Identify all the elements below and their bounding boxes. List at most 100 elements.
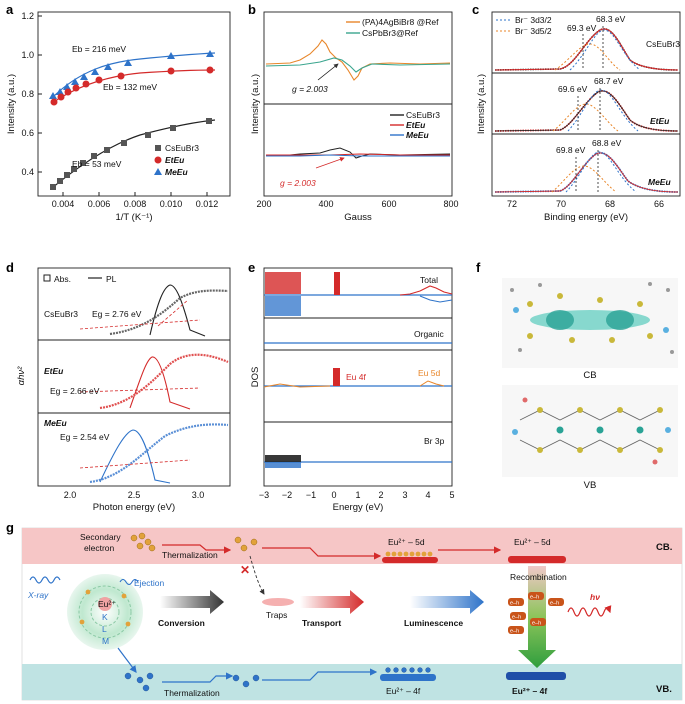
panel-d-xlabel: Photon energy (eV): [93, 502, 175, 513]
g-hv: hν: [590, 592, 600, 602]
panel-a-yticks: 0.4 0.6 0.8 1.0 1.2: [21, 11, 42, 177]
g-atom-m: M: [102, 636, 109, 646]
panel-a: a Intensity (a.u.) 1/T (K⁻¹) 0.4 0.6 0.8…: [6, 2, 231, 223]
c-name-3: MeEu: [648, 177, 671, 187]
g-eu4f-left: Eu²⁺ – 4f: [386, 686, 421, 696]
abs-meeu: [89, 423, 229, 484]
panel-letter-a: a: [6, 2, 14, 17]
c-peak-3a: 69.8 eV: [556, 145, 586, 155]
b-legend-bottom-1: EtEu: [406, 120, 426, 130]
d-xtick-2: 3.0: [192, 490, 205, 500]
epr-cspbbr3: [265, 57, 451, 73]
g-recombination: Recombination: [510, 572, 567, 582]
g-vb-label: VB.: [656, 684, 672, 695]
epr-eteu: [266, 153, 450, 156]
panel-e-frame: [263, 267, 453, 487]
c-legend-0: Br⁻ 3d3/2: [515, 15, 552, 25]
panel-b-xlabel: Gauss: [344, 212, 372, 223]
panel-b: b Intensity (a.u.) Gauss 200 400 600 800…: [248, 2, 459, 223]
b-legend-top-1: CsPbBr3@Ref: [362, 28, 419, 38]
cb-band: [22, 528, 682, 564]
c-xtick-3: 66: [654, 199, 664, 209]
xps-cseubr3-fit: [494, 28, 679, 71]
g-atom-eu: Eu²⁺: [98, 599, 116, 609]
g-eu5d-left: Eu²⁺ – 5d: [388, 537, 425, 547]
g-cross-icon: ✕: [240, 563, 250, 577]
a-xtick-1: 0.006: [88, 199, 111, 209]
panel-d-ylabel: αhν²: [16, 366, 27, 385]
a-xtick-0: 0.004: [52, 199, 75, 209]
e-xtick-6: 3: [402, 490, 407, 500]
panel-d-xticks: 2.0 2.5 3.0: [64, 490, 205, 500]
panel-a-xticks: 0.004 0.006 0.008 0.010 0.012: [52, 192, 219, 209]
panel-c-frame: [491, 11, 681, 197]
g-conversion: Conversion: [158, 618, 205, 628]
svg-text:e–h: e–h: [510, 629, 519, 635]
g-value-bottom: g = 2.003: [280, 178, 316, 188]
d-eg-1: Eg = 2.76 eV: [92, 309, 142, 319]
panel-b-xticks: 200 400 600 800: [256, 199, 458, 209]
c-peak-3b: 68.8 eV: [592, 138, 622, 148]
e-xtick-3: 0: [331, 490, 336, 500]
b-legend-top-0: (PA)4AgBiBr8 @Ref: [362, 17, 439, 27]
panel-letter-d: d: [6, 260, 14, 275]
b-xtick-3: 800: [443, 199, 458, 209]
eb-eteu: Eb = 132 meV: [103, 82, 157, 92]
e-label-br3p: Br 3p: [424, 436, 445, 446]
panel-c-xlabel: Binding energy (eV): [544, 212, 628, 223]
e-xtick-4: 1: [355, 490, 360, 500]
c-legend-1: Br⁻ 3d5/2: [515, 26, 552, 36]
d-xtick-1: 2.5: [128, 490, 141, 500]
panel-b-ylabel: Intensity (a.u.): [250, 74, 261, 134]
f-label-cb: CB: [583, 370, 596, 381]
b-legend-bottom: CsEuBr3 EtEu MeEu: [390, 110, 440, 140]
a-xtick-4: 0.012: [196, 199, 219, 209]
panel-e-xlabel: Energy (eV): [333, 502, 384, 513]
e-label-total: Total: [420, 275, 438, 285]
a-xtick-2: 0.008: [124, 199, 147, 209]
d-legend-0: Abs.: [54, 274, 71, 284]
g-atom-l: L: [102, 624, 107, 634]
points-meeu: [49, 50, 214, 99]
a-ytick-4: 1.2: [21, 11, 34, 21]
recombination-arrow: [518, 566, 556, 668]
panel-c-xticks: 72 70 68 66: [507, 199, 664, 209]
a-ytick-0: 0.4: [21, 167, 34, 177]
b-legend-bottom-0: CsEuBr3: [406, 110, 440, 120]
g-secondary-1: Secondary: [80, 532, 121, 542]
g-transport: Transport: [302, 618, 341, 628]
e-xtick-7: 4: [425, 490, 430, 500]
svg-text:e–h: e–h: [510, 601, 519, 607]
a-legend-0: CsEuBr3: [165, 143, 199, 153]
g-eu5d-right: Eu²⁺ – 5d: [514, 537, 551, 547]
a-legend-1: EtEu: [165, 155, 185, 165]
d-xtick-0: 2.0: [64, 490, 77, 500]
eu5d-level-right: [508, 556, 566, 563]
eu4f-level-right: [506, 672, 566, 680]
svg-text:e–h: e–h: [550, 601, 559, 607]
cb-structure: CB: [502, 278, 678, 381]
panel-letter-g: g: [6, 520, 14, 535]
d-name-2: EtEu: [44, 366, 64, 376]
g-eu4f-right: Eu²⁺ – 4f: [512, 686, 547, 696]
panel-a-legend: CsEuBr3 EtEu MeEu: [154, 143, 199, 177]
c-xtick-0: 72: [507, 199, 517, 209]
g-value-top: g = 2.003: [292, 84, 328, 94]
a-xtick-3: 0.010: [160, 199, 183, 209]
d-legend: Abs. PL: [43, 274, 117, 284]
e-label-eu5d: Eu 5d: [418, 368, 440, 378]
c-peak-2a: 69.6 eV: [558, 84, 588, 94]
svg-text:e–h: e–h: [512, 615, 521, 621]
conversion-arrow: [160, 590, 224, 614]
traps-level: [262, 598, 294, 606]
c-legend: Br⁻ 3d3/2 Br⁻ 3d5/2: [496, 15, 552, 36]
transport-arrow: [300, 590, 364, 614]
vb-band: [22, 664, 682, 700]
e-xtick-0: −3: [259, 490, 269, 500]
e-label-organic: Organic: [414, 329, 445, 339]
points-cseubr3: [50, 118, 212, 190]
g-secondary-2: electron: [84, 543, 115, 553]
epr-meeu: [266, 154, 450, 157]
b-xtick-1: 400: [318, 199, 333, 209]
g-xray: X-ray: [27, 590, 49, 600]
